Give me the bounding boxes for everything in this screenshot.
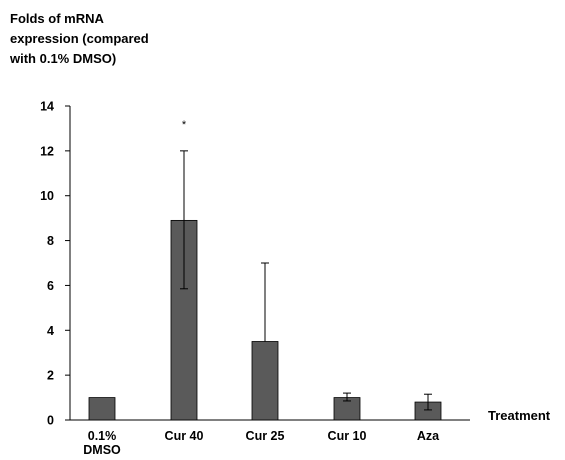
y-axis-title: Folds of mRNA expression (compared with …: [9, 11, 149, 66]
significance-marker: *: [182, 119, 187, 131]
y-tick-label: 10: [40, 189, 54, 203]
y-tick-label: 12: [40, 144, 54, 158]
x-tick-label: DMSO: [83, 443, 121, 457]
x-tick-label: Cur 10: [328, 429, 367, 443]
y-tick-label: 4: [47, 324, 54, 338]
x-tick-label: 0.1%: [88, 429, 117, 443]
x-tick-label: Cur 40: [165, 429, 204, 443]
y-axis-ticks: 0 2 4 6 8 10 12 14: [40, 100, 70, 428]
bar: [88, 397, 116, 421]
y-tick-label: 8: [47, 234, 54, 248]
y-axis-title-line-2: expression (compared: [10, 31, 149, 46]
x-tick-label: Cur 25: [246, 429, 285, 443]
y-tick-label: 6: [47, 279, 54, 293]
y-axis-title-line-3: with 0.1% DMSO): [9, 51, 116, 66]
bar: [251, 341, 279, 421]
bars: *: [88, 119, 442, 421]
x-tick-label: Aza: [417, 429, 440, 443]
y-axis-title-line-1: Folds of mRNA: [10, 11, 104, 26]
x-axis-title: Treatment: [488, 408, 551, 423]
x-axis-ticks: 0.1%DMSO Cur 40 Cur 25 Cur 10 Aza: [83, 429, 440, 457]
y-tick-label: 0: [47, 414, 54, 428]
y-tick-label: 2: [47, 369, 54, 383]
y-tick-label: 14: [40, 100, 54, 114]
